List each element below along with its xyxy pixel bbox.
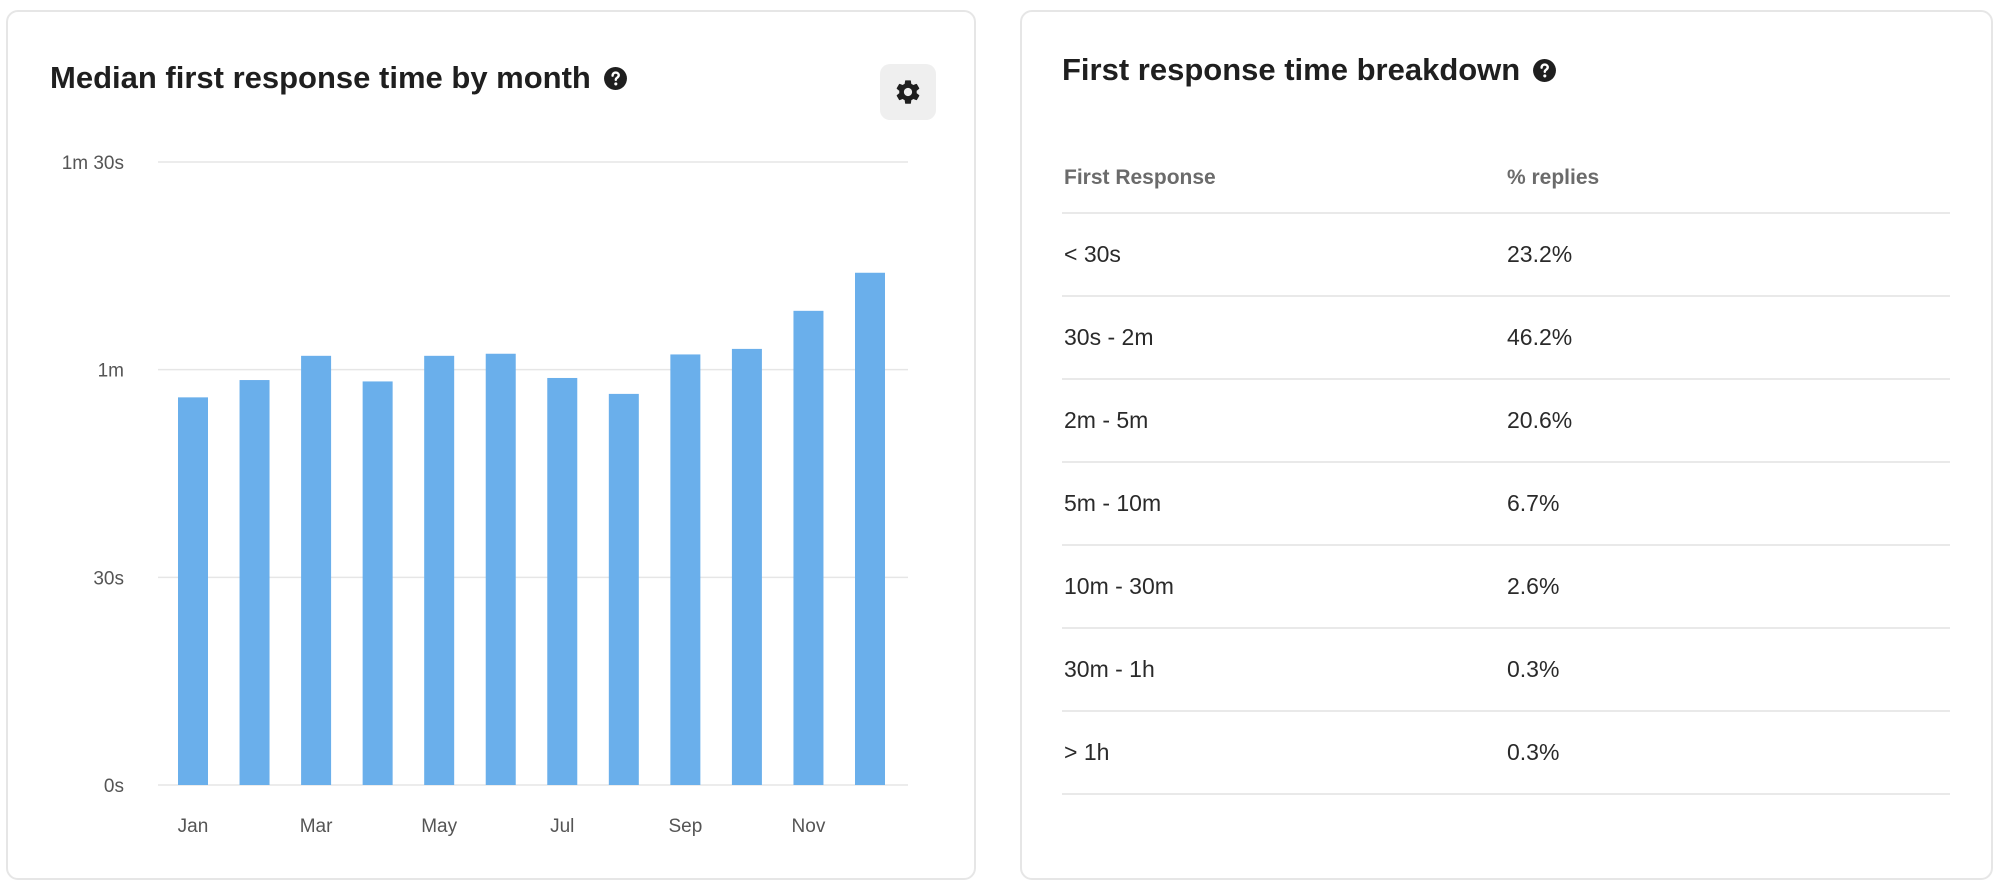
median-response-chart: 0s 30s 1m 1m 30s Jan Mar May Jul Sep Nov [62,153,908,837]
row-pct: 23.2% [1507,241,1573,267]
bar [301,355,332,785]
chart-title-row: Median first response time by month [50,60,628,96]
bar [670,354,701,785]
row-pct: 6.7% [1507,490,1560,516]
header-pct-replies: % replies [1507,166,1600,189]
table-row: 30s - 2m 46.2% [1062,297,1950,380]
x-tick-label: May [421,816,457,837]
response-breakdown-card: First response time breakdown First Resp… [1020,10,1993,880]
header-first-response: First Response [1064,166,1216,189]
gear-icon [894,78,922,106]
x-tick-label: Sep [668,816,702,837]
x-tick-label: Mar [300,816,333,837]
x-tick-label: Jul [550,816,574,837]
x-tick-label: Nov [792,816,826,837]
row-range: 30s - 2m [1064,324,1154,350]
breakdown-title-row: First response time breakdown [1062,52,1557,88]
table-row: 5m - 10m 6.7% [1062,463,1950,546]
table-row: < 30s 23.2% [1062,214,1950,297]
median-response-card: 0s 30s 1m 1m 30s Jan Mar May Jul Sep Nov Median f… [6,10,976,880]
row-range: 30m - 1h [1064,656,1155,682]
bar [424,355,455,785]
row-pct: 20.6% [1507,407,1573,433]
y-tick-label: 30s [93,568,124,589]
breakdown-title: First response time breakdown [1062,52,1521,87]
chart-settings-button[interactable] [880,64,936,120]
y-tick-label: 1m [98,361,124,382]
bar [793,310,824,785]
table-header: First Response % replies [1062,144,1950,214]
row-pct: 2.6% [1507,573,1560,599]
row-pct: 46.2% [1507,324,1573,350]
bar [362,381,393,785]
bar [485,353,516,785]
row-range: > 1h [1064,739,1110,765]
row-range: 10m - 30m [1064,573,1174,599]
row-pct: 0.3% [1507,739,1560,765]
bar [178,397,208,785]
table-row: 2m - 5m 20.6% [1062,380,1950,463]
table-row: > 1h 0.3% [1062,712,1950,795]
table-row: 30m - 1h 0.3% [1062,629,1950,712]
row-range: 2m - 5m [1064,407,1149,433]
bar [547,377,578,785]
breakdown-table: First Response % replies < 30s 23.2% 30s… [1062,144,1950,795]
bar [855,272,885,785]
bar [239,380,270,785]
bar [608,393,639,785]
row-range: 5m - 10m [1064,490,1162,516]
row-range: < 30s [1064,241,1121,267]
question-circle-icon[interactable] [603,66,628,91]
bar [731,348,762,785]
table-row: 10m - 30m 2.6% [1062,546,1950,629]
x-tick-label: Jan [178,816,209,837]
y-tick-label: 0s [104,776,124,797]
question-circle-icon[interactable] [1532,58,1557,83]
y-tick-label: 1m 30s [62,153,124,174]
chart-title: Median first response time by month [50,60,591,95]
row-pct: 0.3% [1507,656,1560,682]
